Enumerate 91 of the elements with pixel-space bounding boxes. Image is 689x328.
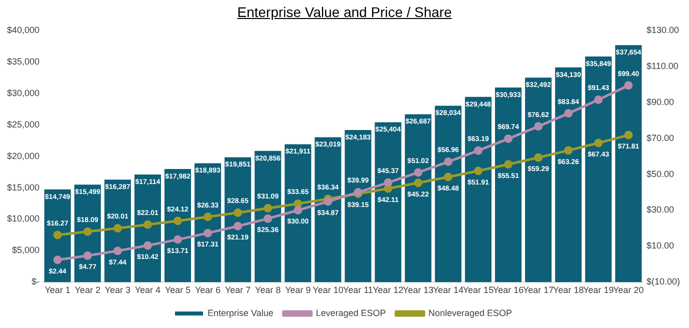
y-tick-label: $35,000	[6, 56, 40, 66]
bar	[254, 150, 282, 282]
point	[384, 178, 392, 187]
y-tick-label: $40,000	[6, 24, 40, 35]
bar	[434, 106, 462, 282]
x-tick-label: Year 9	[285, 285, 311, 296]
point	[624, 81, 633, 90]
y-tick-label: $20,000	[6, 150, 40, 161]
point	[113, 224, 122, 232]
bar	[284, 144, 312, 282]
x-tick-label: Year 18	[553, 285, 584, 296]
y-tick-label: $25,000	[6, 119, 40, 130]
point	[564, 146, 573, 155]
point	[113, 246, 122, 256]
point	[534, 153, 543, 162]
bar	[464, 96, 492, 282]
bar	[494, 87, 522, 282]
point	[594, 138, 603, 148]
point	[83, 251, 92, 260]
point	[53, 256, 62, 264]
point	[204, 228, 212, 238]
y2-tick-label: $90.00	[646, 96, 674, 107]
point	[564, 109, 573, 118]
point	[294, 206, 302, 215]
legend-label: Enterprise Value	[208, 308, 274, 318]
x-tick-label: Year 12	[372, 285, 404, 296]
x-tick-label: Year 7	[224, 285, 251, 296]
x-tick-label: Year 2	[74, 285, 100, 296]
bar	[585, 56, 612, 282]
y2-tick-label: $50.00	[646, 168, 674, 179]
legend-label: Nonleveraged ESOP	[428, 308, 512, 318]
point	[173, 235, 182, 244]
y-tick-label: $15,000	[6, 182, 40, 192]
x-tick-label: Year 6	[194, 285, 221, 296]
bar	[555, 67, 582, 282]
point	[204, 212, 212, 222]
point	[594, 96, 603, 104]
y-tick-label: $10,000	[6, 214, 40, 224]
y-tick-label: $5,000	[12, 245, 40, 256]
point	[143, 220, 152, 229]
bar	[615, 45, 642, 282]
point	[324, 197, 332, 206]
point	[504, 134, 513, 144]
x-tick-label: Year 20	[613, 285, 644, 296]
point	[264, 204, 272, 213]
x-tick-label: Year 3	[104, 285, 131, 296]
point	[173, 216, 182, 226]
point	[414, 178, 422, 188]
point	[234, 208, 242, 217]
x-tick-label: Year 15	[462, 285, 494, 296]
bar	[525, 78, 552, 282]
y2-tick-label: $110.00	[646, 60, 678, 71]
x-tick-label: Year 17	[522, 285, 554, 296]
x-tick-label: Year 4	[134, 285, 161, 296]
y2-tick-label: $10.00	[646, 240, 674, 251]
point	[143, 241, 152, 250]
y2-tick-label: $30.00	[646, 204, 674, 215]
x-tick-label: Year 1	[44, 285, 70, 296]
point	[414, 168, 422, 177]
x-tick-label: Year 5	[164, 285, 191, 296]
x-tick-label: Year 16	[492, 285, 524, 296]
legend-label: Leveraged ESOP	[316, 308, 386, 318]
y-tick-label: $-	[32, 276, 40, 287]
point	[474, 166, 482, 176]
point	[83, 227, 92, 236]
y2-tick-label: $130.00	[646, 24, 680, 35]
point	[53, 230, 62, 240]
x-tick-label: Year 11	[343, 285, 374, 296]
y-tick-label: $30,000	[6, 88, 40, 98]
bar	[344, 130, 372, 282]
point	[234, 222, 242, 230]
x-tick-label: Year 10	[312, 285, 344, 296]
point	[624, 130, 633, 140]
point	[504, 160, 513, 169]
point	[474, 146, 482, 155]
point	[444, 172, 452, 182]
y2-tick-label: $70.00	[646, 132, 674, 143]
x-tick-label: Year 8	[255, 285, 281, 296]
chart-title: Enterprise Value and Price / Share	[236, 4, 453, 20]
point	[294, 199, 302, 208]
x-tick-label: Year 13	[402, 285, 434, 296]
point	[534, 122, 543, 131]
bar	[404, 114, 432, 282]
x-tick-label: Year 19	[583, 285, 614, 296]
bar	[224, 157, 252, 282]
bar	[314, 137, 342, 282]
point	[264, 214, 272, 223]
bar	[374, 122, 402, 282]
y2-tick-label: $(10.00)	[646, 276, 680, 287]
point	[444, 158, 452, 166]
x-tick-label: Year 14	[432, 285, 464, 296]
